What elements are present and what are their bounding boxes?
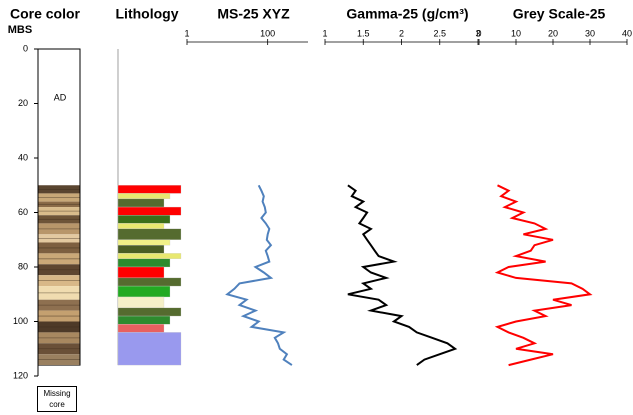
x-tick-label: 100 bbox=[260, 28, 275, 38]
x-tick-label: 30 bbox=[585, 28, 595, 38]
lithology-interval bbox=[117, 239, 171, 246]
lithology-interval bbox=[117, 315, 171, 325]
lithology-interval bbox=[117, 198, 165, 208]
x-tick-label: 2.5 bbox=[433, 28, 446, 38]
y-tick-label: 100 bbox=[13, 316, 28, 326]
x-tick-label: 1 bbox=[184, 28, 189, 38]
column-title: Core color bbox=[10, 6, 81, 22]
log-curve bbox=[225, 184, 293, 366]
x-tick-label: 40 bbox=[622, 28, 632, 38]
lithology-interval bbox=[117, 253, 182, 259]
lithology-interval bbox=[117, 223, 165, 229]
column-title: Grey Scale-25 bbox=[513, 6, 606, 22]
x-tick-label: 2 bbox=[399, 28, 404, 38]
lithology-interval bbox=[117, 307, 182, 317]
lithology-interval bbox=[117, 206, 182, 216]
x-tick-label: 1.5 bbox=[357, 28, 370, 38]
y-tick-label: 40 bbox=[18, 152, 28, 162]
y-tick-label: 20 bbox=[18, 98, 28, 108]
column-title: Gamma-25 (g/cm³) bbox=[346, 6, 468, 22]
depth-label: MBS bbox=[8, 24, 32, 36]
x-tick-label: 1 bbox=[322, 28, 327, 38]
y-tick-label: 80 bbox=[18, 261, 28, 271]
lithology-interval bbox=[117, 332, 182, 366]
x-tick-label: 3 bbox=[475, 28, 480, 38]
log-curve bbox=[347, 184, 458, 366]
lithology-interval bbox=[117, 296, 165, 309]
lithology-interval bbox=[117, 285, 171, 298]
column-title: MS-25 XYZ bbox=[217, 6, 290, 22]
y-tick-label: 120 bbox=[13, 370, 28, 380]
lithology-interval bbox=[117, 185, 182, 194]
column-title: Lithology bbox=[116, 6, 179, 22]
lithology-interval bbox=[117, 193, 171, 200]
lithology-interval bbox=[117, 245, 165, 254]
legend-missing-core: Missing core bbox=[37, 386, 77, 412]
y-tick-label: 0 bbox=[23, 43, 28, 53]
lithology-interval bbox=[117, 258, 171, 268]
lithology-interval bbox=[117, 215, 171, 224]
x-tick-label: 10 bbox=[511, 28, 521, 38]
lithology-interval bbox=[117, 324, 165, 333]
log-curve bbox=[494, 184, 593, 367]
lithology-interval bbox=[117, 228, 182, 240]
lithology-interval bbox=[117, 266, 165, 279]
x-tick-label: 20 bbox=[548, 28, 558, 38]
x-tick-label: 0 bbox=[476, 28, 481, 38]
y-tick-label: 60 bbox=[18, 207, 28, 217]
core-annotation: AD bbox=[54, 92, 67, 102]
lithology-interval bbox=[117, 277, 182, 287]
